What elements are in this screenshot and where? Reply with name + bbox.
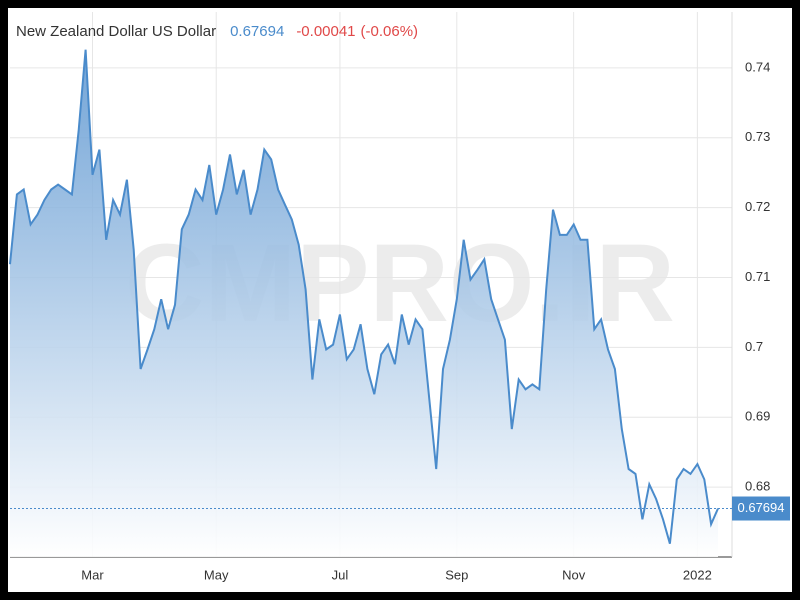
y-tick-label: 0.73 — [745, 129, 770, 144]
x-tick-label: 2022 — [683, 567, 712, 582]
chart-title: New Zealand Dollar US Dollar — [16, 23, 216, 40]
y-tick-label: 0.74 — [745, 59, 770, 74]
y-tick-label: 0.68 — [745, 479, 770, 494]
x-tick-label: May — [204, 567, 229, 582]
line — [9, 49, 719, 544]
x-tick-label: Sep — [445, 567, 468, 582]
change: -0.00041 — [296, 23, 355, 40]
last-value-badge — [732, 496, 790, 521]
x-tick-label: Mar — [81, 567, 104, 582]
y-tick-label: 0.69 — [745, 409, 770, 424]
change-percent: (-0.06%) — [361, 23, 419, 40]
y-tick-label: 0.72 — [745, 199, 770, 214]
last-value-label: 0.67694 — [738, 500, 785, 515]
last-value: 0.67694 — [230, 23, 284, 40]
x-tick-label: Nov — [562, 567, 586, 582]
y-tick-label: 0.7 — [745, 339, 763, 354]
x-tick-label: Jul — [332, 567, 349, 582]
area — [10, 49, 718, 557]
y-tick-label: 0.71 — [745, 269, 770, 284]
